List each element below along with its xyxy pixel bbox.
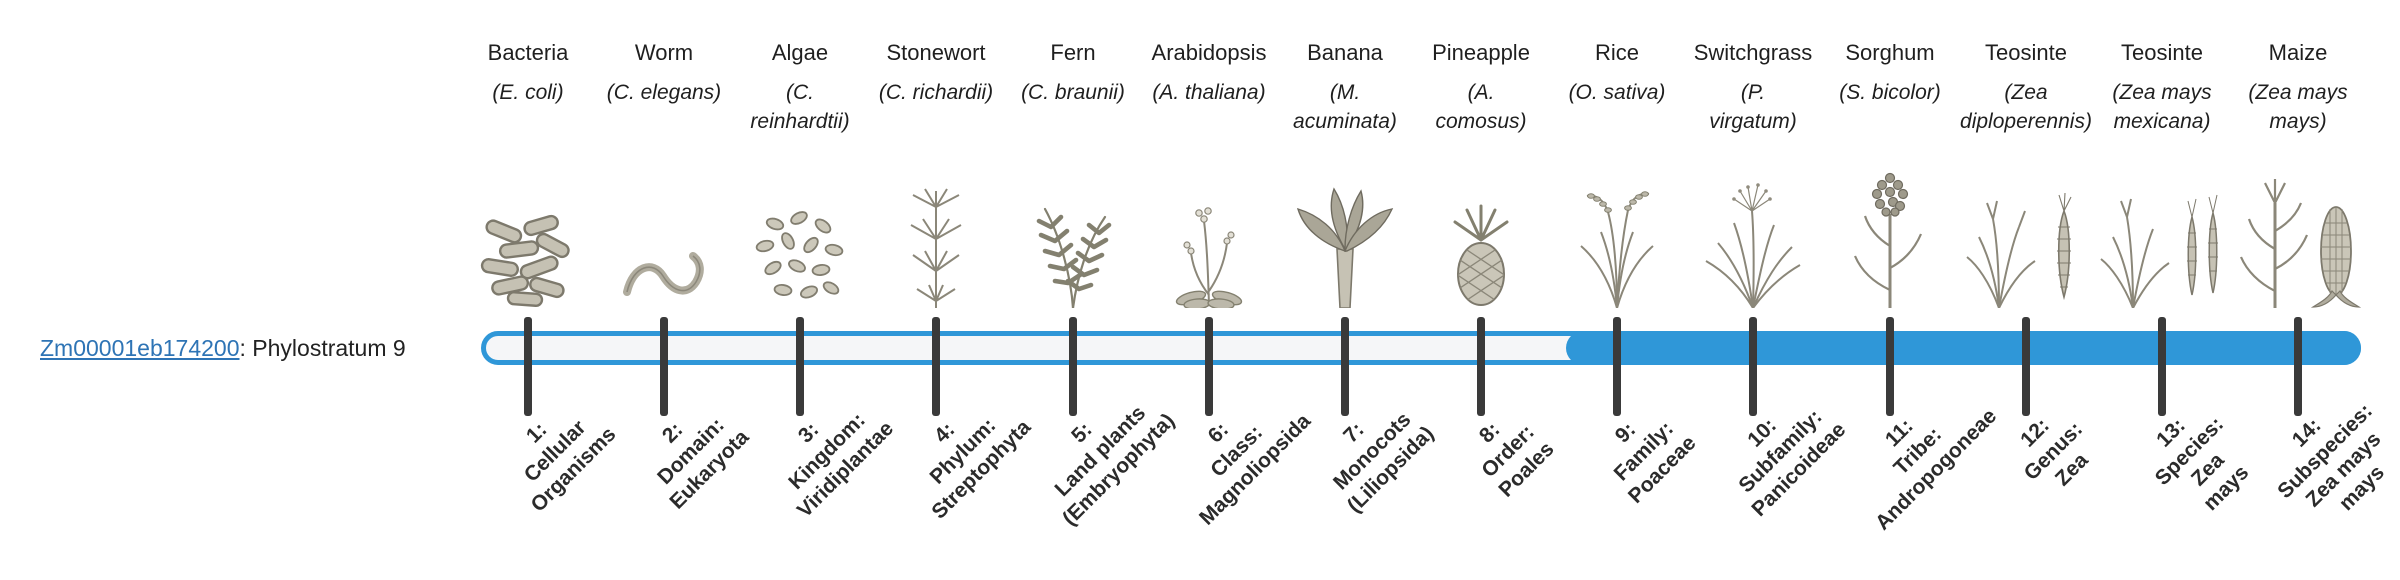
- maize-icon: [2233, 158, 2363, 308]
- stratum-tick: [1749, 317, 1757, 416]
- organism-name: Switchgrass: [1693, 40, 1813, 65]
- organism-column: Arabidopsis (A. thaliana): [1134, 40, 1284, 308]
- fern-icon: [1021, 158, 1126, 308]
- organism-name: Arabidopsis: [1151, 40, 1267, 65]
- organism-name: Sorghum: [1845, 40, 1935, 65]
- arabidopsis-icon: [1164, 158, 1254, 308]
- stratum-tick: [524, 317, 532, 416]
- organism-sci-name: (S. bicolor): [1839, 81, 1941, 104]
- stratum-tick: [1886, 317, 1894, 416]
- gene-id-link[interactable]: Zm00001eb174200: [40, 335, 240, 361]
- teosinte-diploperennis-icon: [1961, 158, 2091, 308]
- organism-name: Rice: [1594, 40, 1639, 65]
- organism-column: Fern (C. braunii): [998, 40, 1148, 308]
- organism-name: Bacteria: [487, 40, 569, 65]
- gene-phylostratum-text: : Phylostratum 9: [239, 335, 406, 361]
- stratum-tick: [660, 317, 668, 416]
- organism-column: Teosinte (Zea diploperennis): [1951, 40, 2101, 308]
- switchgrass-icon: [1698, 158, 1808, 308]
- organism-name: Teosinte: [1985, 40, 2067, 65]
- organism-column: Pineapple (A. comosus): [1406, 40, 1556, 308]
- organism-column: Bacteria (E. coli): [453, 40, 603, 308]
- banana-icon: [1290, 158, 1400, 308]
- organism-name: Teosinte: [2121, 40, 2203, 65]
- stratum-tick: [2022, 317, 2030, 416]
- teosinte-mexicana-icon: [2097, 158, 2227, 308]
- organism-column: Switchgrass (P. virgatum): [1678, 40, 1828, 308]
- stratum-tick: [1341, 317, 1349, 416]
- organism-sci-name: (C. elegans): [606, 81, 722, 104]
- organism-sci-name: (Zea mays mexicana): [2112, 81, 2212, 133]
- organism-name: Banana: [1307, 40, 1383, 65]
- organism-column: Teosinte (Zea mays mexicana): [2087, 40, 2237, 308]
- pineapple-icon: [1441, 158, 1521, 308]
- stratum-tick: [1477, 317, 1485, 416]
- organism-column: Algae (C. reinhardtii): [725, 40, 875, 308]
- bacteria-icon: [478, 158, 578, 308]
- organism-sci-name: (Zea mays mays): [2248, 81, 2348, 133]
- stratum-tick: [2158, 317, 2166, 416]
- organism-sci-name: (C. braunii): [1021, 81, 1125, 104]
- organism-sci-name: (A. thaliana): [1152, 81, 1266, 104]
- organism-name: Stonewort: [886, 40, 986, 65]
- phylostratum-bar-fill: [1566, 331, 2361, 365]
- organism-column: Rice (O. sativa): [1542, 40, 1692, 308]
- stonewort-icon: [891, 158, 981, 308]
- stratum-tick: [1205, 317, 1213, 416]
- organism-sci-name: (C. reinhardtii): [750, 81, 850, 133]
- gene-label: Zm00001eb174200: Phylostratum 9: [40, 334, 406, 362]
- organism-sci-name: (Zea diploperennis): [1960, 81, 2092, 133]
- sorghum-icon: [1845, 158, 1935, 308]
- organism-sci-name: (C. richardii): [878, 81, 994, 104]
- stratum-tick: [1613, 317, 1621, 416]
- rice-icon: [1567, 158, 1667, 308]
- stratum-tick: [1069, 317, 1077, 416]
- organism-name: Worm: [634, 40, 694, 65]
- organism-name: Maize: [2268, 40, 2328, 65]
- algae-icon: [753, 158, 848, 308]
- organism-name: Algae: [771, 40, 829, 65]
- stratum-tick: [932, 317, 940, 416]
- organism-sci-name: (P. virgatum): [1709, 81, 1797, 133]
- stratum-tick: [2294, 317, 2302, 416]
- organism-name: Fern: [1050, 40, 1096, 65]
- organism-column: Banana (M. acuminata): [1270, 40, 1420, 308]
- organism-column: Maize (Zea mays mays): [2223, 40, 2373, 308]
- organism-column: Stonewort (C. richardii): [861, 40, 1011, 308]
- stratum-tick: [796, 317, 804, 416]
- organism-column: Worm (C. elegans): [589, 40, 739, 308]
- organism-name: Pineapple: [1432, 40, 1530, 65]
- organism-sci-name: (E. coli): [492, 81, 564, 104]
- organism-sci-name: (O. sativa): [1568, 81, 1666, 104]
- worm-icon: [617, 158, 712, 308]
- organism-sci-name: (A. comosus): [1435, 81, 1527, 133]
- organism-column: Sorghum (S. bicolor): [1815, 40, 1965, 308]
- organism-sci-name: (M. acuminata): [1293, 81, 1397, 133]
